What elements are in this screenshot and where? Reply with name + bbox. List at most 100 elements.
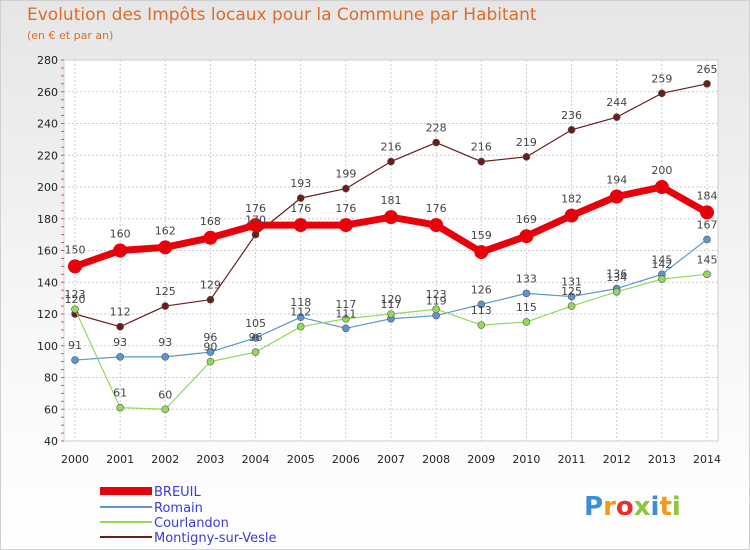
data-point	[703, 80, 711, 88]
data-label: 181	[381, 194, 402, 207]
data-point	[654, 180, 669, 194]
data-label: 111	[335, 307, 356, 320]
x-tick-label: 2004	[242, 453, 270, 466]
data-label: 112	[290, 306, 311, 319]
data-point	[432, 311, 440, 320]
data-label: 113	[471, 304, 492, 317]
data-label: 176	[426, 202, 447, 215]
data-label: 160	[110, 228, 131, 241]
data-point	[432, 305, 440, 314]
x-tick-label: 2000	[61, 453, 89, 466]
data-point	[522, 289, 531, 298]
data-label: 219	[516, 136, 537, 149]
data-label: 194	[606, 174, 627, 187]
data-label: 176	[245, 202, 266, 215]
data-label: 170	[245, 214, 266, 227]
data-label: 168	[200, 215, 221, 228]
data-point	[296, 322, 305, 331]
data-label: 131	[561, 276, 582, 289]
data-point	[293, 218, 308, 233]
data-label: 118	[290, 296, 311, 309]
data-label: 91	[68, 339, 82, 352]
data-point	[203, 230, 218, 245]
logo-letter: x	[633, 492, 651, 522]
data-label: 265	[697, 63, 718, 76]
data-point	[567, 126, 576, 134]
data-point	[248, 218, 263, 233]
x-tick-label: 2014	[693, 453, 721, 466]
data-point	[251, 348, 260, 356]
data-label: 119	[426, 295, 447, 308]
y-tick-label: 220	[37, 149, 58, 162]
y-tick-label: 80	[44, 372, 58, 385]
data-point	[522, 318, 531, 326]
data-point	[387, 157, 395, 166]
logo-letter: P	[584, 492, 604, 522]
logo-letter: i	[650, 492, 660, 522]
legend-label: BREUIL	[154, 485, 202, 500]
data-label: 125	[155, 285, 176, 298]
data-label: 90	[203, 341, 217, 354]
data-point	[206, 357, 215, 366]
data-label: 96	[249, 331, 263, 344]
data-label: 216	[381, 141, 402, 154]
data-point	[68, 259, 82, 274]
y-tick-label: 240	[37, 118, 58, 131]
data-point	[296, 313, 305, 321]
data-label: 93	[113, 336, 127, 349]
data-point	[477, 157, 486, 166]
legend-label: Courlandon	[154, 516, 229, 531]
y-tick-label: 60	[44, 403, 58, 416]
data-label: 134	[606, 271, 627, 284]
data-point	[161, 302, 170, 310]
data-point	[522, 153, 531, 161]
x-tick-label: 2002	[151, 453, 179, 466]
data-label: 236	[561, 109, 582, 122]
data-point	[564, 208, 579, 223]
data-label: 117	[335, 298, 356, 311]
logo-letter: t	[659, 492, 672, 522]
data-label: 145	[651, 253, 672, 266]
data-point	[700, 205, 714, 220]
x-tick-label: 2003	[196, 453, 224, 466]
data-point	[342, 324, 350, 333]
data-label: 167	[697, 218, 718, 231]
data-label: 176	[335, 202, 356, 215]
data-label: 129	[200, 279, 221, 292]
data-label: 125	[561, 285, 582, 298]
data-label: 120	[381, 293, 402, 306]
x-tick-label: 2008	[422, 453, 450, 466]
y-tick-label: 260	[37, 86, 58, 99]
y-tick-label: 200	[37, 181, 58, 194]
proxiti-logo: Proxiti	[584, 492, 681, 522]
x-tick-label: 2010	[512, 453, 540, 466]
data-label: 123	[65, 288, 86, 301]
data-label: 60	[158, 388, 172, 401]
data-label: 96	[203, 331, 217, 344]
data-label: 150	[65, 243, 86, 256]
logo-letter: o	[615, 492, 634, 522]
logo-letter: i	[671, 492, 681, 522]
data-label: 117	[381, 298, 402, 311]
data-label: 193	[290, 177, 311, 190]
x-tick-label: 2007	[377, 453, 405, 466]
data-label: 126	[471, 283, 492, 296]
data-point	[474, 245, 489, 260]
data-point	[703, 235, 711, 244]
y-tick-label: 120	[37, 308, 58, 321]
x-tick-label: 2005	[287, 453, 315, 466]
x-tick-label: 2012	[603, 453, 631, 466]
y-tick-label: 100	[37, 340, 58, 353]
data-point	[658, 275, 666, 283]
legend-label: Romain	[154, 501, 203, 516]
data-label: 162	[155, 224, 176, 237]
data-point	[612, 113, 621, 121]
data-label: 169	[516, 213, 537, 226]
data-point	[206, 348, 215, 356]
x-tick-label: 2001	[106, 453, 134, 466]
data-point	[158, 240, 173, 255]
data-point	[609, 189, 624, 204]
y-tick-label: 140	[37, 276, 58, 289]
data-label: 112	[110, 306, 131, 319]
